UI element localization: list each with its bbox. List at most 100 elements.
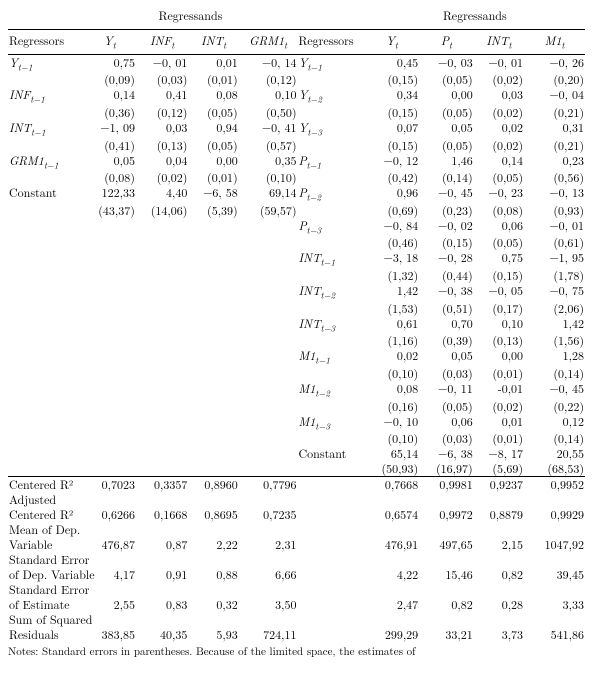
val-right: -0,01 <box>474 381 524 399</box>
regressor-left: INTt−1 <box>8 120 84 138</box>
se-left: (0,08) <box>84 170 136 185</box>
val-left: 0,94 <box>188 120 238 138</box>
val-left: −1, 09 <box>84 120 136 138</box>
stat-left: 40,35 <box>136 627 188 642</box>
stat-left: 2,22 <box>188 537 238 552</box>
se-left: (0,36) <box>84 105 136 120</box>
val-right: −0, 12 <box>365 153 420 171</box>
regressors-heading-left: Regressors <box>8 30 84 55</box>
se-left: (0,12) <box>136 105 188 120</box>
val-right: −0, 02 <box>419 218 474 236</box>
stat-left: 0,88 <box>188 567 238 582</box>
se-right: (1,78) <box>524 268 585 283</box>
se-right: (0,10) <box>365 366 420 381</box>
val-right: 0,06 <box>419 414 474 432</box>
se-right: (0,56) <box>524 170 585 185</box>
val-right: 0,75 <box>474 250 524 268</box>
se-right: (0,16) <box>365 399 420 414</box>
se-right: (0,05) <box>419 105 474 120</box>
val-right: 0,00 <box>419 87 474 105</box>
stat-left: 6,66 <box>239 567 298 582</box>
se-right: (0,08) <box>474 203 524 218</box>
se-right: (0,05) <box>474 170 524 185</box>
regression-table: RegressandsRegressandsRegressorsYtINFtIN… <box>0 0 593 663</box>
se-right: (0,22) <box>524 399 585 414</box>
val-left: −0, 01 <box>136 54 188 72</box>
stat-right: 0,9981 <box>419 477 474 493</box>
stat-right: 0,6574 <box>365 507 420 522</box>
regressor-left: INFt−1 <box>8 87 84 105</box>
se-right: (0,05) <box>474 235 524 250</box>
se-right: (0,14) <box>524 431 585 446</box>
stat-label: Centered R² <box>8 477 84 493</box>
se-left: (0,02) <box>136 170 188 185</box>
se-right: (0,02) <box>474 399 524 414</box>
se-left: (0,09) <box>84 72 136 87</box>
val-right: −0, 84 <box>365 218 420 236</box>
val-right: 0,61 <box>365 316 420 334</box>
val-left: −6, 58 <box>188 185 238 203</box>
val-left: 0,75 <box>84 54 136 72</box>
se-right: (0,21) <box>524 105 585 120</box>
val-right: −0, 11 <box>419 381 474 399</box>
se-right: (0,15) <box>419 235 474 250</box>
se-right: (0,03) <box>419 431 474 446</box>
stat-left: 0,87 <box>136 537 188 552</box>
val-right: 65,14 <box>365 446 420 461</box>
val-right: −0, 01 <box>474 54 524 72</box>
val-right: −0, 05 <box>474 283 524 301</box>
val-right: 0,07 <box>365 120 420 138</box>
stat-left: 0,83 <box>136 597 188 612</box>
se-right: (0,02) <box>474 105 524 120</box>
col-head-right-2: INTt <box>474 30 524 55</box>
se-right: (1,53) <box>365 301 420 316</box>
regressor-right: Pt−2 <box>298 185 365 203</box>
regressor-right: INTt−3 <box>298 316 365 334</box>
se-left: (0,03) <box>136 72 188 87</box>
val-right: −0, 01 <box>524 218 585 236</box>
se-right: (50,93) <box>365 461 420 477</box>
val-left: 0,03 <box>136 120 188 138</box>
stat-left: 2,31 <box>239 537 298 552</box>
val-right: −0, 26 <box>524 54 585 72</box>
val-left: −0, 41 <box>239 120 298 138</box>
stat-left: 0,8695 <box>188 507 238 522</box>
se-left: (43,37) <box>84 203 136 218</box>
se-right: (0,51) <box>419 301 474 316</box>
stat-left: 0,3357 <box>136 477 188 493</box>
se-right: (0,39) <box>419 333 474 348</box>
se-left: (0,05) <box>188 105 238 120</box>
stat-right: 4,22 <box>365 567 420 582</box>
val-right: 0,31 <box>524 120 585 138</box>
val-right: −0, 10 <box>365 414 420 432</box>
regressor-right: Pt−1 <box>298 153 365 171</box>
stat-right: 0,7668 <box>365 477 420 493</box>
se-right: (0,02) <box>474 138 524 153</box>
se-right: (0,14) <box>524 366 585 381</box>
regressor-right: M1t−3 <box>298 414 365 432</box>
stat-left: 0,1668 <box>136 507 188 522</box>
se-right: (0,20) <box>524 72 585 87</box>
val-right: −8, 17 <box>474 446 524 461</box>
val-right: 0,05 <box>419 348 474 366</box>
stat-right: 497,65 <box>419 537 474 552</box>
regressor-right: Pt−3 <box>298 218 365 236</box>
val-right: 0,06 <box>474 218 524 236</box>
val-right: 0,02 <box>365 348 420 366</box>
val-left: 122,33 <box>84 185 136 203</box>
val-right: −3, 18 <box>365 250 420 268</box>
stat-left: 5,93 <box>188 627 238 642</box>
regressor-right: INTt−2 <box>298 283 365 301</box>
stat-left: 383,85 <box>84 627 136 642</box>
val-right: 0,02 <box>474 120 524 138</box>
se-right: (0,03) <box>419 366 474 381</box>
stat-right: 0,9972 <box>419 507 474 522</box>
se-left: (0,05) <box>188 138 238 153</box>
stat-label: Variable <box>8 537 84 552</box>
se-right: (0,02) <box>474 72 524 87</box>
col-head-right-0: Yt <box>365 30 420 55</box>
se-right: (0,05) <box>419 72 474 87</box>
se-right: (0,13) <box>474 333 524 348</box>
stat-left: 0,91 <box>136 567 188 582</box>
se-left: (14,06) <box>136 203 188 218</box>
